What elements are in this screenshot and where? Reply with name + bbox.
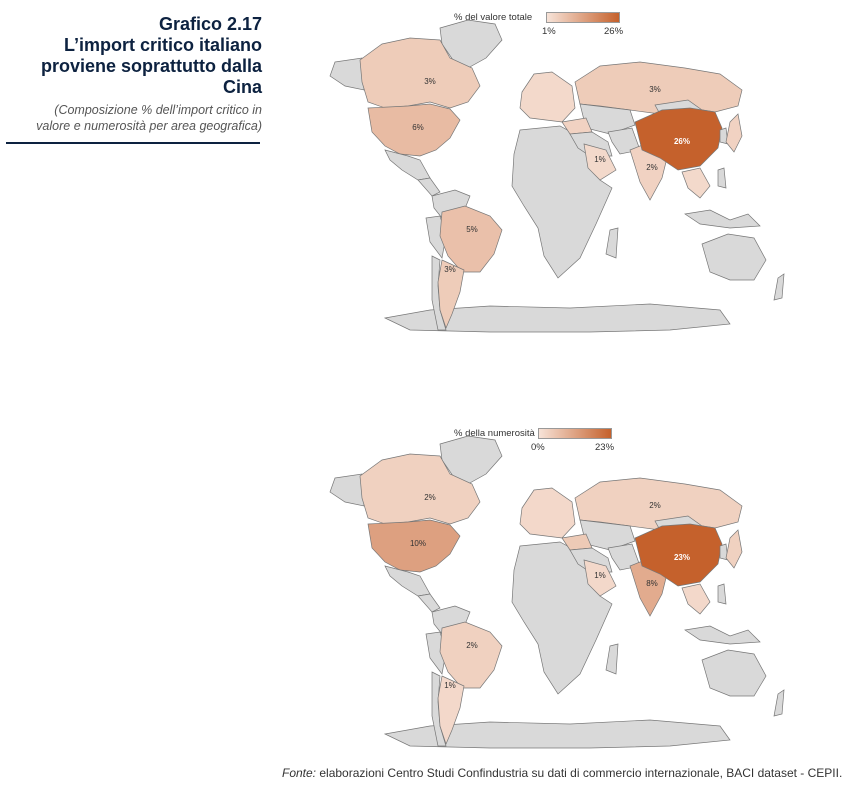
region-saudi (583, 143, 617, 181)
source-note: Fonte: elaborazioni Centro Studi Confind… (282, 766, 862, 781)
region-label-canada: 3% (424, 77, 436, 86)
region-label-russia: 3% (649, 85, 661, 94)
region-label-russia: 2% (649, 501, 661, 510)
region-label-argentina: 3% (444, 265, 456, 274)
figure-subtitle-line-2: valore e numerosità per area geografica) (36, 119, 262, 133)
heading-divider (6, 142, 260, 144)
world-map-value: 3% 6% 5% 3% 3% 26% 2% 1% (329, 19, 785, 333)
region-china (634, 523, 723, 587)
region-australia (701, 649, 767, 697)
region-europe (519, 487, 576, 539)
region-sea (681, 167, 711, 199)
region-greenland (439, 19, 503, 69)
region-label-china: 23% (674, 553, 690, 562)
region-usa (367, 519, 461, 573)
figure-title-line-2: proviene soprattutto dalla Cina (40, 56, 262, 97)
legend-title: % della numerosità (454, 428, 535, 439)
region-saudi (583, 559, 617, 597)
figure-subtitle-line-1: (Composizione % dell’import critico in (54, 103, 262, 117)
figure-label: Grafico 2.17 (158, 14, 262, 34)
world-map-count: 2% 10% 2% 1% 2% 23% 8% 1% (329, 435, 785, 749)
region-madagascar (605, 227, 619, 259)
region-nz (773, 273, 785, 301)
region-label-india: 8% (646, 579, 658, 588)
region-canada (359, 37, 481, 109)
region-japan (725, 113, 743, 153)
region-centralam (417, 177, 441, 197)
region-nz (773, 689, 785, 717)
region-antarctica (383, 719, 731, 749)
legend-min: 0% (531, 442, 545, 453)
region-label-usa: 6% (412, 123, 424, 132)
region-label-saudi: 1% (594, 571, 606, 580)
region-label-saudi: 1% (594, 155, 606, 164)
region-alaska (329, 57, 365, 91)
legend-min: 1% (542, 26, 556, 37)
legend-color-scale (546, 12, 620, 23)
region-greenland (439, 435, 503, 485)
region-alaska (329, 473, 365, 507)
figure-title-line-1: L’import critico italiano (63, 35, 262, 55)
region-label-india: 2% (646, 163, 658, 172)
region-centralam (417, 593, 441, 613)
figure-subtitle: (Composizione % dell’import critico in v… (0, 102, 262, 134)
region-japan (725, 529, 743, 569)
legend-color-scale (538, 428, 612, 439)
region-argentina (437, 259, 465, 329)
region-label-brazil: 2% (466, 641, 478, 650)
region-iran (607, 127, 641, 155)
region-philippines (717, 167, 727, 189)
region-brazil (439, 205, 503, 273)
legend-title: % del valore totale (454, 12, 533, 23)
region-philippines (717, 583, 727, 605)
region-china (634, 107, 723, 171)
source-label: Fonte: (282, 766, 317, 780)
region-canada (359, 453, 481, 525)
region-sea (681, 583, 711, 615)
region-brazil (439, 621, 503, 689)
source-text: elaborazioni Centro Studi Confindustria … (316, 766, 843, 780)
region-europe (519, 71, 576, 123)
region-iran (607, 543, 641, 571)
region-label-canada: 2% (424, 493, 436, 502)
region-argentina (437, 675, 465, 745)
legend-max: 26% (604, 26, 624, 37)
region-indonesia (684, 209, 761, 229)
region-antarctica (383, 303, 731, 333)
region-australia (701, 233, 767, 281)
region-label-china: 26% (674, 137, 690, 146)
region-indonesia (684, 625, 761, 645)
legend-max: 23% (595, 442, 615, 453)
region-label-argentina: 1% (444, 681, 456, 690)
region-label-brazil: 5% (466, 225, 478, 234)
region-label-usa: 10% (410, 539, 426, 548)
region-madagascar (605, 643, 619, 675)
chart-heading: Grafico 2.17 L’import critico italiano p… (0, 14, 262, 134)
region-usa (367, 103, 461, 157)
